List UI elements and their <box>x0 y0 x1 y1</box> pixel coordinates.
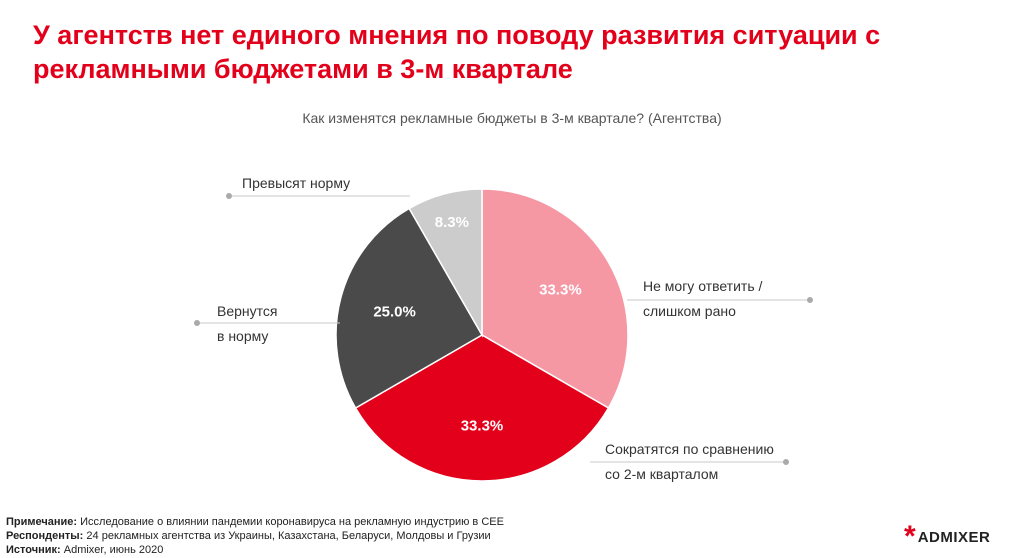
admixer-logo: * ADMIXER <box>904 520 991 553</box>
pie-category-label-line: Не могу ответить / <box>643 278 763 294</box>
pie-slice-1 <box>481 188 629 410</box>
pie-category-label-line: Вернутся <box>217 303 277 319</box>
callout-dot-4 <box>226 193 232 199</box>
pie-category-label-line: Сократятся по сравнению <box>605 441 774 457</box>
callout-dot-3 <box>194 320 200 326</box>
pie-callouts: Не могу ответить / слишком рано Сократятся… <box>194 175 813 482</box>
pie-category-label-2: Сократятся по сравнению со 2-м кварталом <box>605 441 774 482</box>
callout-dot-2 <box>783 459 789 465</box>
callout-dot-1 <box>807 297 813 303</box>
footer-notes: Примечание: Исследование о влиянии панде… <box>6 515 504 557</box>
pie-slice-2 <box>354 334 610 482</box>
pie-value-label-3: 25.0% <box>373 304 416 321</box>
page-title: У агентств нет единого мнения по поводу … <box>33 18 933 86</box>
pie-value-label-2: 33.3% <box>461 418 504 435</box>
pie-value-label-1: 33.3% <box>539 282 582 299</box>
footer-source: Источник: Admixer, июнь 2020 <box>6 544 164 556</box>
pie-slice-4 <box>408 188 483 338</box>
pie-category-label-line: со 2-м кварталом <box>605 466 718 482</box>
pie-category-label-3: Вернутся в норму <box>217 303 277 344</box>
page-title-line-2: рекламными бюджетами в 3-м квартале <box>33 54 573 84</box>
logo-text: ADMIXER <box>917 528 991 546</box>
pie-slices <box>335 188 629 482</box>
logo-star-icon: * <box>904 520 916 553</box>
pie-slice-3 <box>335 207 484 410</box>
pie-category-label-line: слишком рано <box>643 303 736 319</box>
page-title-line-1: У агентств нет единого мнения по поводу … <box>33 20 881 50</box>
pie-category-label-4: Превысят норму <box>242 175 350 191</box>
pie-category-label-1: Не могу ответить / слишком рано <box>643 278 763 319</box>
pie-value-label-4: 8.3% <box>435 214 469 231</box>
footer-respondents: Респонденты: 24 рекламных агентства из У… <box>6 530 491 542</box>
pie-value-labels: 33.3% 33.3% 25.0% 8.3% <box>373 214 581 434</box>
footer-note: Примечание: Исследование о влиянии панде… <box>6 516 504 528</box>
chart-title: Как изменятся рекламные бюджеты в 3-м кв… <box>302 110 722 126</box>
pie-category-label-line: Превысят норму <box>242 175 350 191</box>
pie-chart: 33.3% 33.3% 25.0% 8.3% Не могу ответить / сл… <box>194 175 813 482</box>
pie-category-label-line: в норму <box>217 328 268 344</box>
